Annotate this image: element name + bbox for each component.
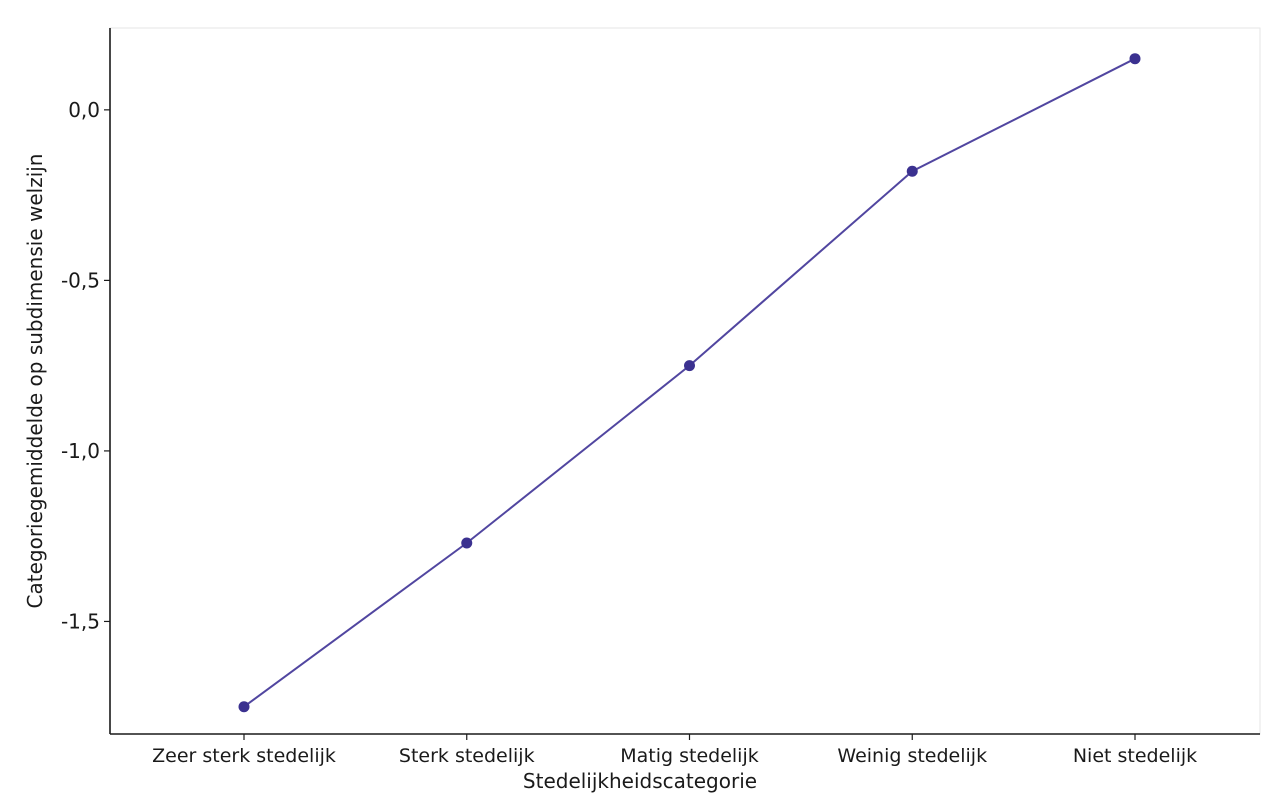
data-point	[906, 165, 918, 177]
y-tick-group: 0,0 -0,5 -1,0 -1,5	[61, 98, 110, 633]
x-tick-label: Weinig stedelijk	[837, 745, 987, 767]
y-tick-label: -1,5	[61, 609, 100, 633]
data-point-group	[238, 53, 1141, 713]
y-axis-title: Categoriegemiddelde op subdimensie welzi…	[23, 154, 47, 609]
x-tick-label: Sterk stedelijk	[399, 745, 535, 767]
y-tick-label: -1,0	[61, 439, 100, 463]
y-tick-label: -0,5	[61, 268, 100, 292]
data-point	[461, 537, 473, 549]
plot-area	[109, 27, 1261, 735]
y-tick-label: 0,0	[68, 98, 100, 122]
data-point	[238, 701, 250, 713]
x-tick-group: Zeer sterk stedelijk Sterk stedelijk Matig…	[152, 734, 1197, 767]
data-point	[684, 360, 695, 372]
x-axis-title: Stedelijkheidscategorie	[523, 769, 757, 793]
data-point	[1129, 53, 1141, 65]
x-tick-label: Niet stedelijk	[1073, 745, 1197, 767]
x-tick-label: Matig stedelijk	[620, 745, 759, 767]
x-tick-label: Zeer sterk stedelijk	[152, 745, 336, 767]
